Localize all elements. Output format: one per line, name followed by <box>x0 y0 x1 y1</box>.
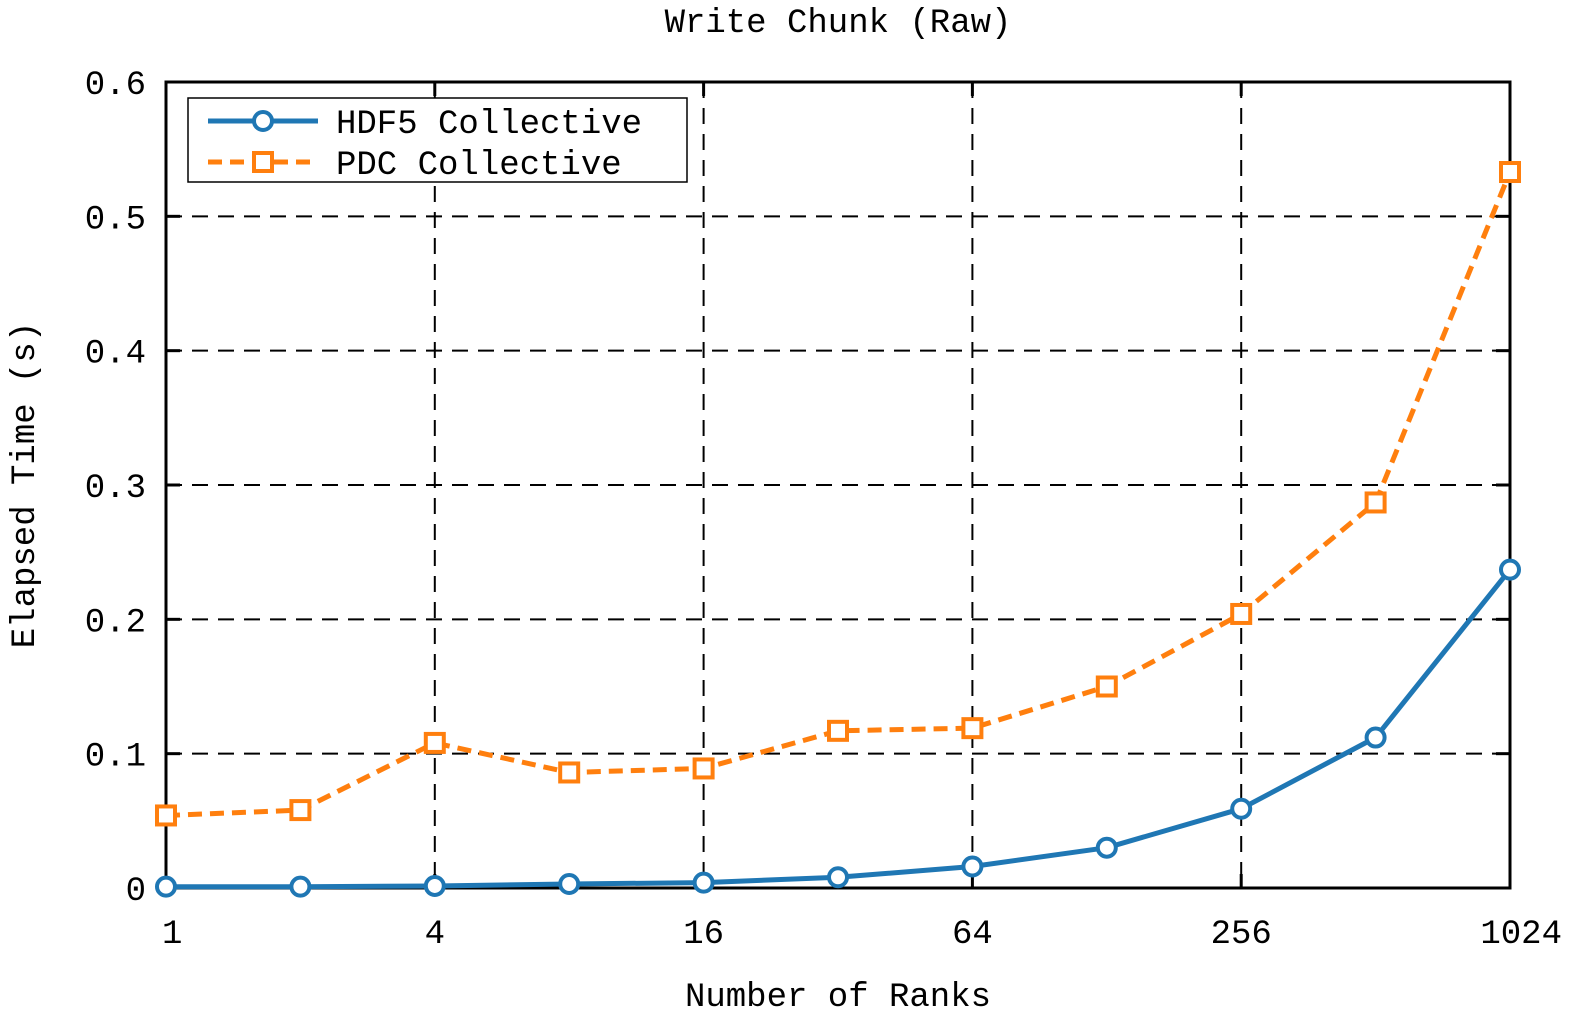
x-tick-label: 4 <box>425 916 445 954</box>
data-point <box>423 731 446 754</box>
data-point <box>1364 726 1387 749</box>
y-tick-label: 0.3 <box>85 470 146 508</box>
data-point <box>1230 602 1253 625</box>
data-point <box>289 875 312 898</box>
x-tick-label: 16 <box>683 916 724 954</box>
y-tick-label: 0 <box>126 873 146 911</box>
x-tick-label: 1 <box>162 916 182 954</box>
grid <box>166 82 1510 888</box>
data-point <box>289 799 312 822</box>
data-point <box>827 719 849 742</box>
y-tick-label: 0.6 <box>85 67 146 105</box>
y-axis-label: Elapsed Time (s) <box>7 322 45 648</box>
data-point <box>692 757 715 780</box>
y-tick-label: 0.1 <box>85 739 146 777</box>
data-point <box>961 717 984 740</box>
data-point <box>1499 558 1521 581</box>
series-markers <box>155 161 1521 898</box>
data-point <box>155 804 177 827</box>
data-point <box>1499 161 1521 184</box>
x-tick-label: 1024 <box>1480 916 1562 954</box>
legend-label: HDF5 Collective <box>336 106 642 144</box>
y-tick-label: 0.5 <box>85 201 146 239</box>
legend-label: PDC Collective <box>336 147 622 185</box>
plot-frame <box>164 80 1512 890</box>
y-tick-label: 0.2 <box>85 604 146 642</box>
legend-marker <box>252 151 274 173</box>
y-axis: 0 0.1 0.2 0.3 0.4 0.5 0.6 <box>85 67 1510 911</box>
chart-title: Write Chunk (Raw) <box>665 5 1012 43</box>
y-tick-label: 0.4 <box>85 336 146 374</box>
x-tick-label: 64 <box>952 916 993 954</box>
legend-marker <box>252 110 274 132</box>
data-point <box>827 866 849 889</box>
data-point <box>558 872 581 895</box>
data-point <box>155 875 177 898</box>
x-axis: 1 4 16 64 256 1024 <box>162 82 1562 954</box>
data-point <box>1364 491 1387 514</box>
data-point <box>558 761 581 784</box>
data-point <box>1230 797 1253 820</box>
data-point <box>1095 836 1118 859</box>
data-point <box>423 874 446 897</box>
series-line-2 <box>165 171 1513 818</box>
data-point <box>692 871 715 894</box>
x-axis-label: Number of Ranks <box>685 979 991 1014</box>
x-tick-label: 256 <box>1211 916 1272 954</box>
data-point <box>1095 675 1118 698</box>
data-point <box>961 855 984 878</box>
series-lines <box>165 171 1513 890</box>
